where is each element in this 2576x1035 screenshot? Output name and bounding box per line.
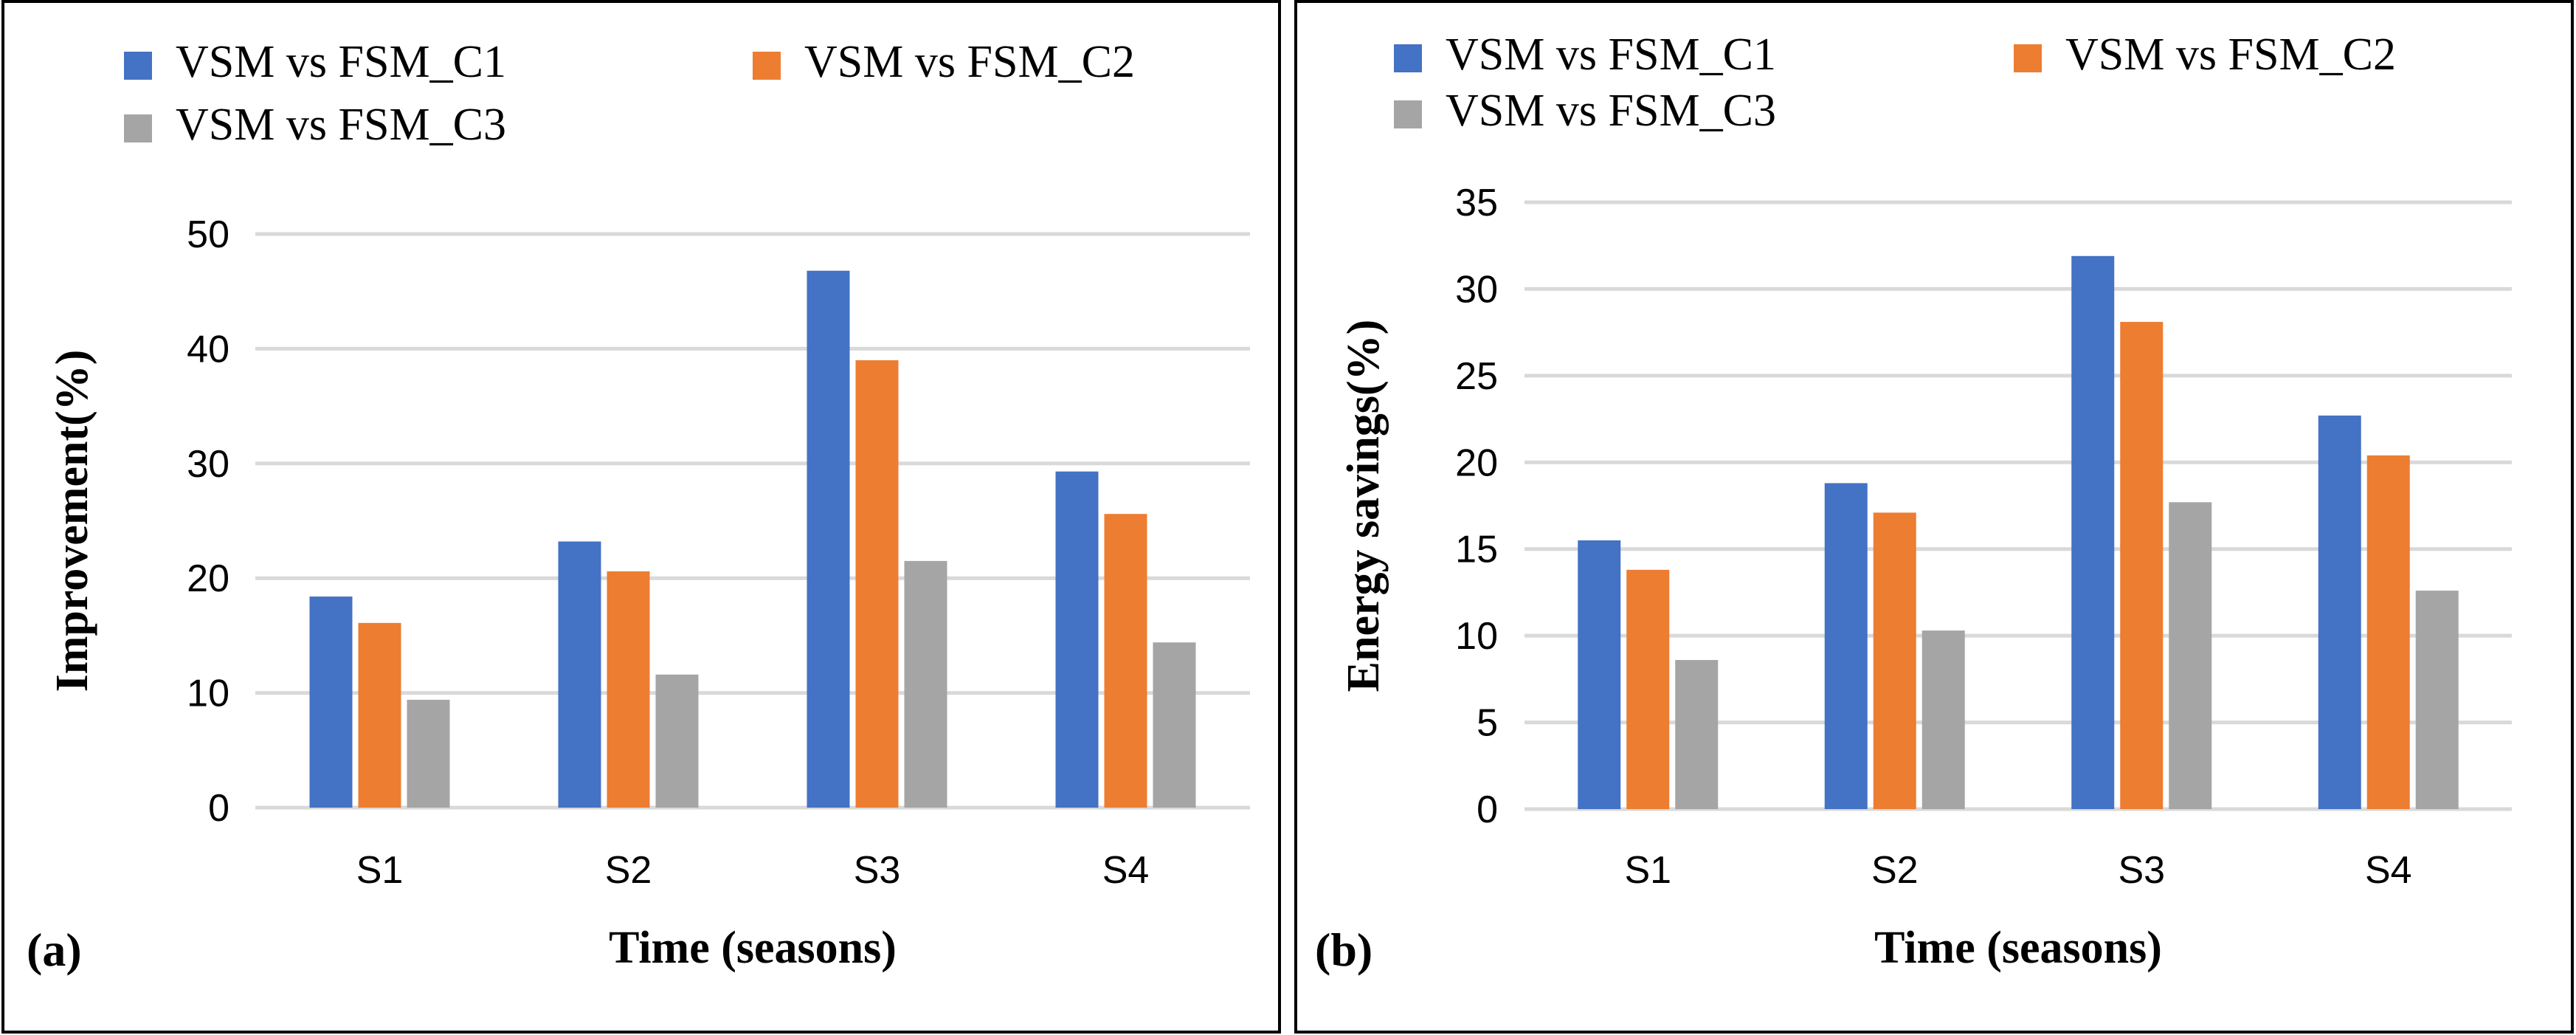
chart-a-legend-swatch-3 [124, 114, 152, 142]
chart-b-category-label: S1 [1624, 849, 1671, 892]
chart-b-category-label: S4 [2365, 849, 2412, 892]
chart-b-bar-s2-series-1 [1824, 483, 1868, 809]
chart-a-legend-label-3: VSM vs FSM_C3 [176, 100, 506, 150]
chart-a-category-label: S3 [854, 849, 901, 892]
chart-panel-b: 0 5 10 15 20 25 30 35 S1 S2 S3 S4 VSM vs FSM_C1 VSM v… [1294, 0, 2574, 1034]
chart-b-bar-s4-series-1 [2318, 415, 2361, 809]
chart-b-bar-s3-series-2 [2120, 322, 2164, 810]
chart-a-svg: 0 10 20 30 40 50 S1 S2 S3 S4 VSM vs FSM_C1 VSM vs F… [27, 37, 1250, 976]
chart-a-bar-s2-series-2 [607, 571, 650, 808]
chart-a-y-tick-label: 40 [187, 328, 229, 371]
chart-b-y-tick-label: 15 [1455, 529, 1498, 571]
chart-b-y-tick-label: 35 [1455, 182, 1498, 224]
chart-a-bar-s2-series-3 [655, 674, 699, 808]
chart-b-legend-swatch-3 [1394, 100, 1422, 128]
chart-b-category-label: S2 [1871, 849, 1919, 892]
chart-b-bar-s1-series-2 [1626, 569, 1670, 809]
chart-a-category-label: S4 [1102, 849, 1150, 892]
chart-b-category-label: S3 [2118, 849, 2165, 892]
chart-a-bar-s4-series-1 [1055, 471, 1099, 808]
chart-b-bar-s1-series-3 [1675, 660, 1719, 809]
chart-b-y-tick-label: 25 [1455, 355, 1498, 398]
chart-b-legend-label-2: VSM vs FSM_C2 [2065, 30, 2396, 80]
chart-b-bar-s3-series-1 [2071, 255, 2115, 809]
chart-a-bar-s1-series-2 [358, 622, 401, 808]
chart-a-bar-s2-series-1 [558, 541, 601, 808]
chart-b-svg: 0 5 10 15 20 25 30 35 S1 S2 S3 S4 VSM vs FSM_C1 VSM v… [1315, 30, 2512, 976]
chart-a-y-tick-label: 20 [187, 557, 229, 600]
chart-a-legend-swatch-1 [124, 52, 152, 80]
chart-a-y-axis-title: Improvement(%) [47, 350, 97, 692]
chart-a-bar-s1-series-1 [309, 596, 353, 808]
chart-b-x-axis-title: Time (seasons) [1874, 923, 2162, 973]
chart-b-bar-s2-series-3 [1921, 630, 1965, 809]
chart-b-y-tick-label: 20 [1455, 441, 1498, 484]
chart-a-category-label: S2 [605, 849, 652, 892]
chart-a-x-axis-title: Time (seasons) [609, 923, 897, 973]
chart-a-y-tick-label: 50 [187, 213, 229, 256]
chart-b-y-tick-label: 10 [1455, 615, 1498, 658]
chart-a-bar-s4-series-3 [1153, 642, 1196, 808]
chart-b-y-tick-label: 30 [1455, 268, 1498, 311]
chart-b-y-tick-label: 0 [1477, 788, 1498, 831]
chart-b-bar-s4-series-3 [2415, 591, 2459, 809]
chart-b-legend-label-3: VSM vs FSM_C3 [1446, 86, 1776, 136]
chart-b-bar-s2-series-2 [1873, 512, 1916, 809]
chart-a-y-tick-label: 10 [187, 673, 229, 715]
chart-a-legend-label-2: VSM vs FSM_C2 [804, 37, 1135, 87]
chart-a-bar-s3-series-3 [904, 560, 947, 808]
chart-a-bar-s1-series-3 [407, 699, 450, 808]
chart-b-y-axis-title: Energy savings(%) [1339, 320, 1389, 692]
chart-b-bar-s1-series-1 [1578, 540, 1621, 809]
chart-a-panel-label: (a) [27, 924, 82, 976]
chart-b-legend-swatch-1 [1394, 44, 1422, 72]
chart-a-legend-label-1: VSM vs FSM_C1 [176, 37, 506, 87]
chart-a-category-label: S1 [356, 849, 404, 892]
chart-b-panel-label: (b) [1315, 924, 1372, 976]
chart-b-legend-swatch-2 [2014, 44, 2042, 72]
chart-a-bar-s3-series-2 [855, 360, 899, 808]
chart-b-bar-s3-series-3 [2169, 502, 2212, 809]
chart-a-bar-s3-series-1 [807, 270, 850, 808]
chart-b-y-tick-label: 5 [1477, 702, 1498, 745]
chart-b-legend-label-1: VSM vs FSM_C1 [1446, 30, 1776, 80]
chart-a-legend-swatch-2 [753, 52, 781, 80]
chart-a-bar-s4-series-2 [1104, 514, 1147, 808]
chart-b-bar-s4-series-2 [2366, 455, 2410, 809]
chart-a-y-tick-label: 30 [187, 443, 229, 486]
chart-panel-a: 0 10 20 30 40 50 S1 S2 S3 S4 VSM vs FSM_C1 VSM vs F… [1, 0, 1281, 1034]
chart-a-y-tick-label: 0 [208, 787, 229, 830]
